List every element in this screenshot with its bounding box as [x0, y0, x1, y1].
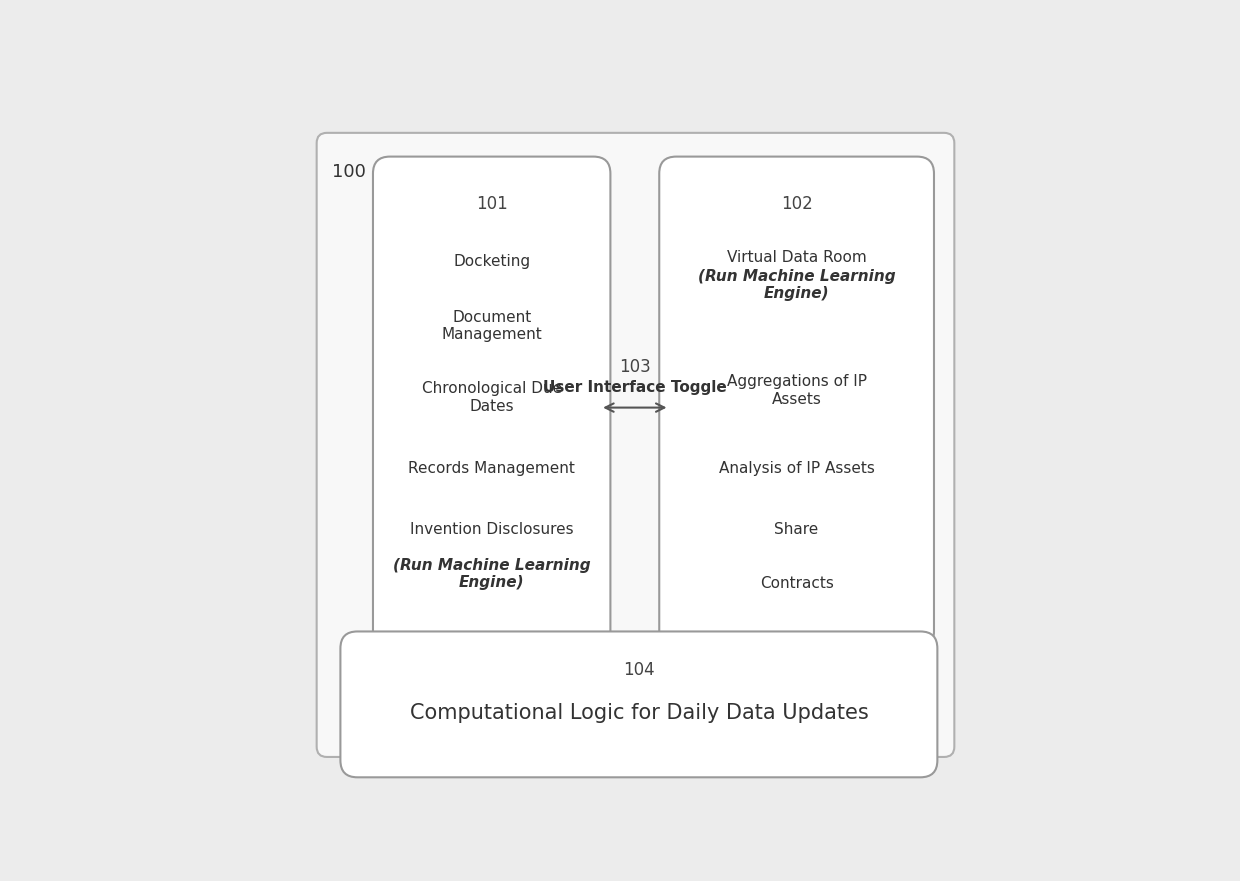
- Text: Invention Disclosures: Invention Disclosures: [410, 522, 573, 537]
- Text: 100: 100: [332, 163, 366, 181]
- Text: 102: 102: [781, 195, 812, 213]
- Text: Share: Share: [775, 522, 818, 537]
- Text: 101: 101: [476, 195, 507, 213]
- Text: (Run Machine Learning
Engine): (Run Machine Learning Engine): [393, 558, 590, 590]
- Text: Chronological Due
Dates: Chronological Due Dates: [422, 381, 562, 413]
- Text: User Interface Toggle: User Interface Toggle: [543, 380, 727, 395]
- Text: Document
Management: Document Management: [441, 310, 542, 343]
- FancyBboxPatch shape: [373, 157, 610, 648]
- Text: Computational Logic for Daily Data Updates: Computational Logic for Daily Data Updat…: [409, 703, 868, 723]
- Text: Contracts: Contracts: [760, 576, 833, 591]
- Text: Aggregations of IP
Assets: Aggregations of IP Assets: [727, 374, 867, 407]
- Text: Records Management: Records Management: [408, 461, 575, 476]
- FancyBboxPatch shape: [660, 157, 934, 648]
- Text: Analysis of IP Assets: Analysis of IP Assets: [719, 461, 874, 476]
- FancyBboxPatch shape: [316, 133, 955, 757]
- Text: 103: 103: [619, 358, 651, 376]
- Text: Virtual Data Room: Virtual Data Room: [727, 250, 867, 265]
- Text: 104: 104: [622, 661, 655, 679]
- Text: Docketing: Docketing: [453, 255, 531, 270]
- FancyBboxPatch shape: [341, 632, 937, 777]
- Text: (Run Machine Learning
Engine): (Run Machine Learning Engine): [698, 269, 895, 301]
